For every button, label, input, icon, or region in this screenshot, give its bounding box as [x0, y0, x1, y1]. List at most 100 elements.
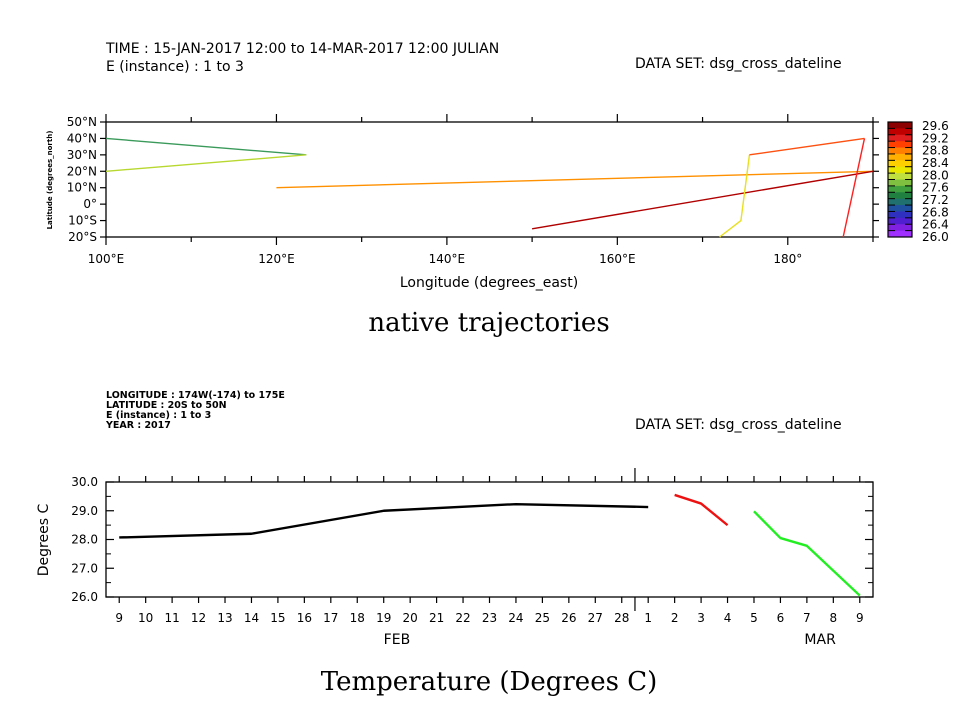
bottom-x-tick-label: 21: [429, 611, 444, 625]
top-panel: TIME : 15-JAN-2017 12:00 to 14-MAR-2017 …: [46, 41, 949, 338]
bottom-chart-title: Temperature (Degrees C): [321, 667, 657, 697]
bottom-x-tick-label: 11: [164, 611, 179, 625]
trajectory-segment-7: [842, 138, 866, 238]
top-y-tick-label: 20°N: [67, 164, 97, 178]
colorbar-swatch: [888, 160, 912, 168]
trajectory-segment-1: [105, 137, 307, 156]
bottom-panel: LONGITUDE : 174W(-174) to 175E LATITUDE …: [36, 390, 874, 697]
bottom-month-label: MAR: [804, 632, 836, 648]
colorbar-label: 28.0: [922, 168, 949, 182]
bottom-axis-ticks: 9 10 11 12 13 14 15 16 17 18 19 20 21 22 23 24 25 26 27 28 1…: [71, 468, 873, 648]
bottom-header-instance: E (instance) : 1 to 3: [106, 410, 211, 421]
bottom-x-tick-label: 25: [535, 611, 550, 625]
colorbar-label: 27.2: [922, 193, 949, 207]
top-y-axis-label: Latitude (degrees_north): [46, 131, 54, 230]
trajectory-segment-6: [749, 137, 865, 156]
colorbar-swatch: [888, 134, 912, 142]
top-header-instance: E (instance) : 1 to 3: [106, 59, 244, 75]
colorbar-swatch: [888, 205, 912, 212]
bottom-x-tick-label: 23: [482, 611, 497, 625]
colorbar-label: 26.8: [922, 205, 949, 219]
bottom-x-tick-label: 6: [777, 611, 785, 625]
bottom-month-label: FEB: [384, 632, 411, 648]
bottom-x-tick-label: 12: [191, 611, 206, 625]
top-x-tick-label: 140°E: [429, 252, 466, 266]
colorbar-swatch: [888, 147, 912, 155]
bottom-x-tick-label: 14: [244, 611, 259, 625]
colorbar-swatch: [888, 179, 912, 187]
colorbar-swatch: [888, 198, 912, 206]
colorbar-label: 28.8: [922, 144, 949, 158]
top-x-tick-label: 180°: [773, 252, 802, 266]
top-y-tick-label: 40°N: [67, 131, 97, 145]
bottom-x-tick-label: 8: [830, 611, 838, 625]
bottom-y-tick-label: 26.0: [71, 590, 98, 604]
colorbar-swatch: [888, 166, 912, 174]
colorbar: 29.629.228.828.428.027.627.226.826.426.0: [887, 119, 949, 244]
top-dataset-label: DATA SET: dsg_cross_dateline: [635, 56, 842, 72]
bottom-x-tick-label: 5: [750, 611, 758, 625]
colorbar-swatch: [888, 211, 912, 219]
top-x-axis-label: Longitude (degrees_east): [400, 275, 578, 291]
bottom-x-tick-label: 26: [561, 611, 576, 625]
temperature-series-1: [119, 502, 649, 539]
bottom-y-tick-label: 28.0: [71, 533, 98, 547]
bottom-x-tick-label: 9: [115, 611, 123, 625]
bottom-header-longitude: LONGITUDE : 174W(-174) to 175E: [106, 390, 285, 401]
bottom-x-tick-label: 7: [803, 611, 811, 625]
top-y-tick-label: 20°S: [68, 230, 97, 244]
bottom-y-tick-label: 29.0: [71, 504, 98, 518]
bottom-x-tick-label: 10: [138, 611, 153, 625]
bottom-y-axis-label: Degrees C: [36, 504, 52, 577]
colorbar-swatch: [888, 185, 912, 193]
colorbar-swatch: [888, 141, 912, 148]
top-y-tick-label: 30°N: [67, 148, 97, 162]
bottom-x-tick-label: 13: [217, 611, 232, 625]
bottom-series: [119, 493, 861, 597]
colorbar-label: 26.0: [922, 230, 949, 244]
bottom-header-year: YEAR : 2017: [105, 420, 171, 431]
bottom-y-tick-label: 27.0: [71, 561, 98, 575]
top-x-tick-label: 160°E: [599, 252, 636, 266]
bottom-x-tick-label: 24: [508, 611, 523, 625]
colorbar-label: 26.4: [922, 218, 949, 232]
colorbar-swatch: [888, 122, 912, 129]
colorbar-label: 29.6: [922, 119, 949, 133]
bottom-x-tick-label: 22: [455, 611, 470, 625]
top-y-tick-label: 0°: [83, 197, 97, 211]
colorbar-swatch: [888, 173, 912, 180]
top-chart-title: native trajectories: [368, 308, 609, 338]
top-y-tick-label: 10°N: [67, 181, 97, 195]
bottom-x-tick-label: 15: [270, 611, 285, 625]
bottom-y-tick-label: 30.0: [71, 475, 98, 489]
colorbar-swatch: [888, 224, 912, 232]
trajectory-segment-4: [531, 170, 874, 230]
bottom-x-tick-label: 4: [724, 611, 732, 625]
colorbar-swatch: [888, 153, 912, 161]
colorbar-swatch: [888, 217, 912, 225]
colorbar-label: 27.6: [922, 181, 949, 195]
colorbar-swatch: [888, 128, 912, 136]
bottom-x-tick-label: 9: [856, 611, 864, 625]
trajectory-segment-3: [276, 170, 874, 189]
bottom-x-tick-label: 17: [323, 611, 338, 625]
bottom-x-tick-label: 16: [297, 611, 312, 625]
top-y-tick-label: 10°S: [68, 214, 97, 228]
bottom-x-tick-label: 27: [588, 611, 603, 625]
bottom-x-tick-label: 19: [376, 611, 391, 625]
colorbar-label: 28.4: [922, 156, 949, 170]
colorbar-swatch: [888, 230, 912, 238]
temperature-series-2: [674, 493, 729, 527]
top-trajectories: [105, 137, 874, 238]
bottom-x-tick-label: 28: [614, 611, 629, 625]
colorbar-swatch: [888, 192, 912, 200]
bottom-x-tick-label: 18: [350, 611, 365, 625]
top-axis-ticks: 100°E 120°E 140°E 160°E 180° 50°N 40°N 30°N 20°N…: [67, 114, 879, 266]
bottom-plot-frame: [105, 481, 874, 598]
trajectory-segment-2: [105, 154, 307, 172]
bottom-x-tick-label: 20: [403, 611, 418, 625]
bottom-dataset-label: DATA SET: dsg_cross_dateline: [635, 417, 842, 433]
top-x-tick-label: 100°E: [88, 252, 125, 266]
top-y-tick-label: 50°N: [67, 115, 97, 129]
